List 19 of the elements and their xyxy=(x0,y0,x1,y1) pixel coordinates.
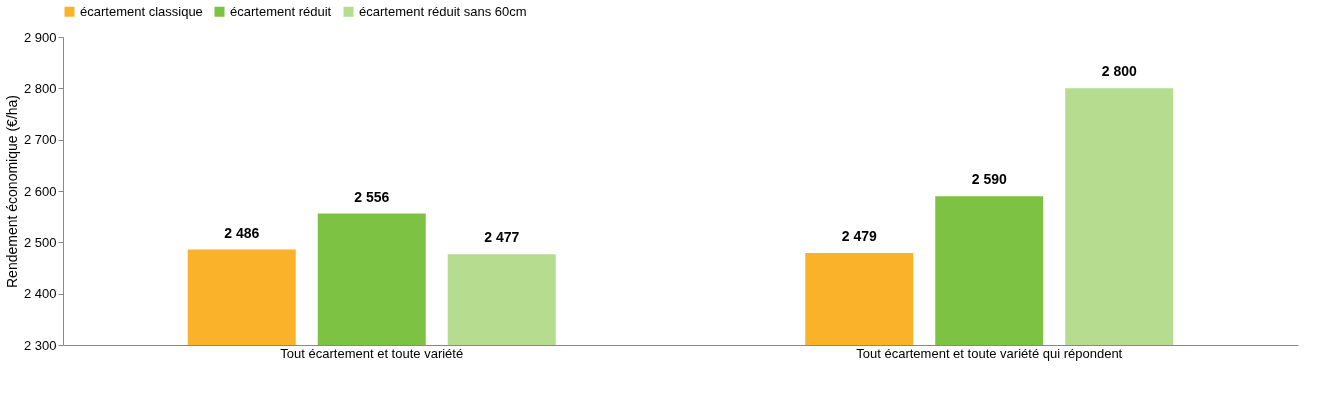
legend-label: écartement réduit sans 60cm xyxy=(359,3,527,19)
y-tick-label: 2 900 xyxy=(23,29,57,45)
y-tick-label: 2 600 xyxy=(23,183,57,199)
data-label: 2 479 xyxy=(841,228,877,245)
y-tick-label: 2 500 xyxy=(23,234,57,250)
x-tick-label: Tout écartement et toute variété qui répondent xyxy=(856,345,1123,361)
y-tick-label: 2 700 xyxy=(23,132,57,148)
data-label: 2 477 xyxy=(484,229,520,246)
data-label: 2 556 xyxy=(354,188,390,205)
data-label: 2 800 xyxy=(1101,63,1137,80)
y-axis-title: Rendement économique (€/ha) xyxy=(3,94,20,289)
data-label: 2 590 xyxy=(971,171,1007,188)
x-tick-label: Tout écartement et toute variété xyxy=(280,345,464,361)
y-tick-label: 2 800 xyxy=(23,80,57,96)
legend-label: écartement classique xyxy=(80,3,203,19)
legend-label: écartement réduit xyxy=(230,3,332,19)
y-tick-label: 2 400 xyxy=(23,286,57,302)
y-tick-label: 2 300 xyxy=(23,337,57,353)
data-label: 2 486 xyxy=(224,224,260,241)
